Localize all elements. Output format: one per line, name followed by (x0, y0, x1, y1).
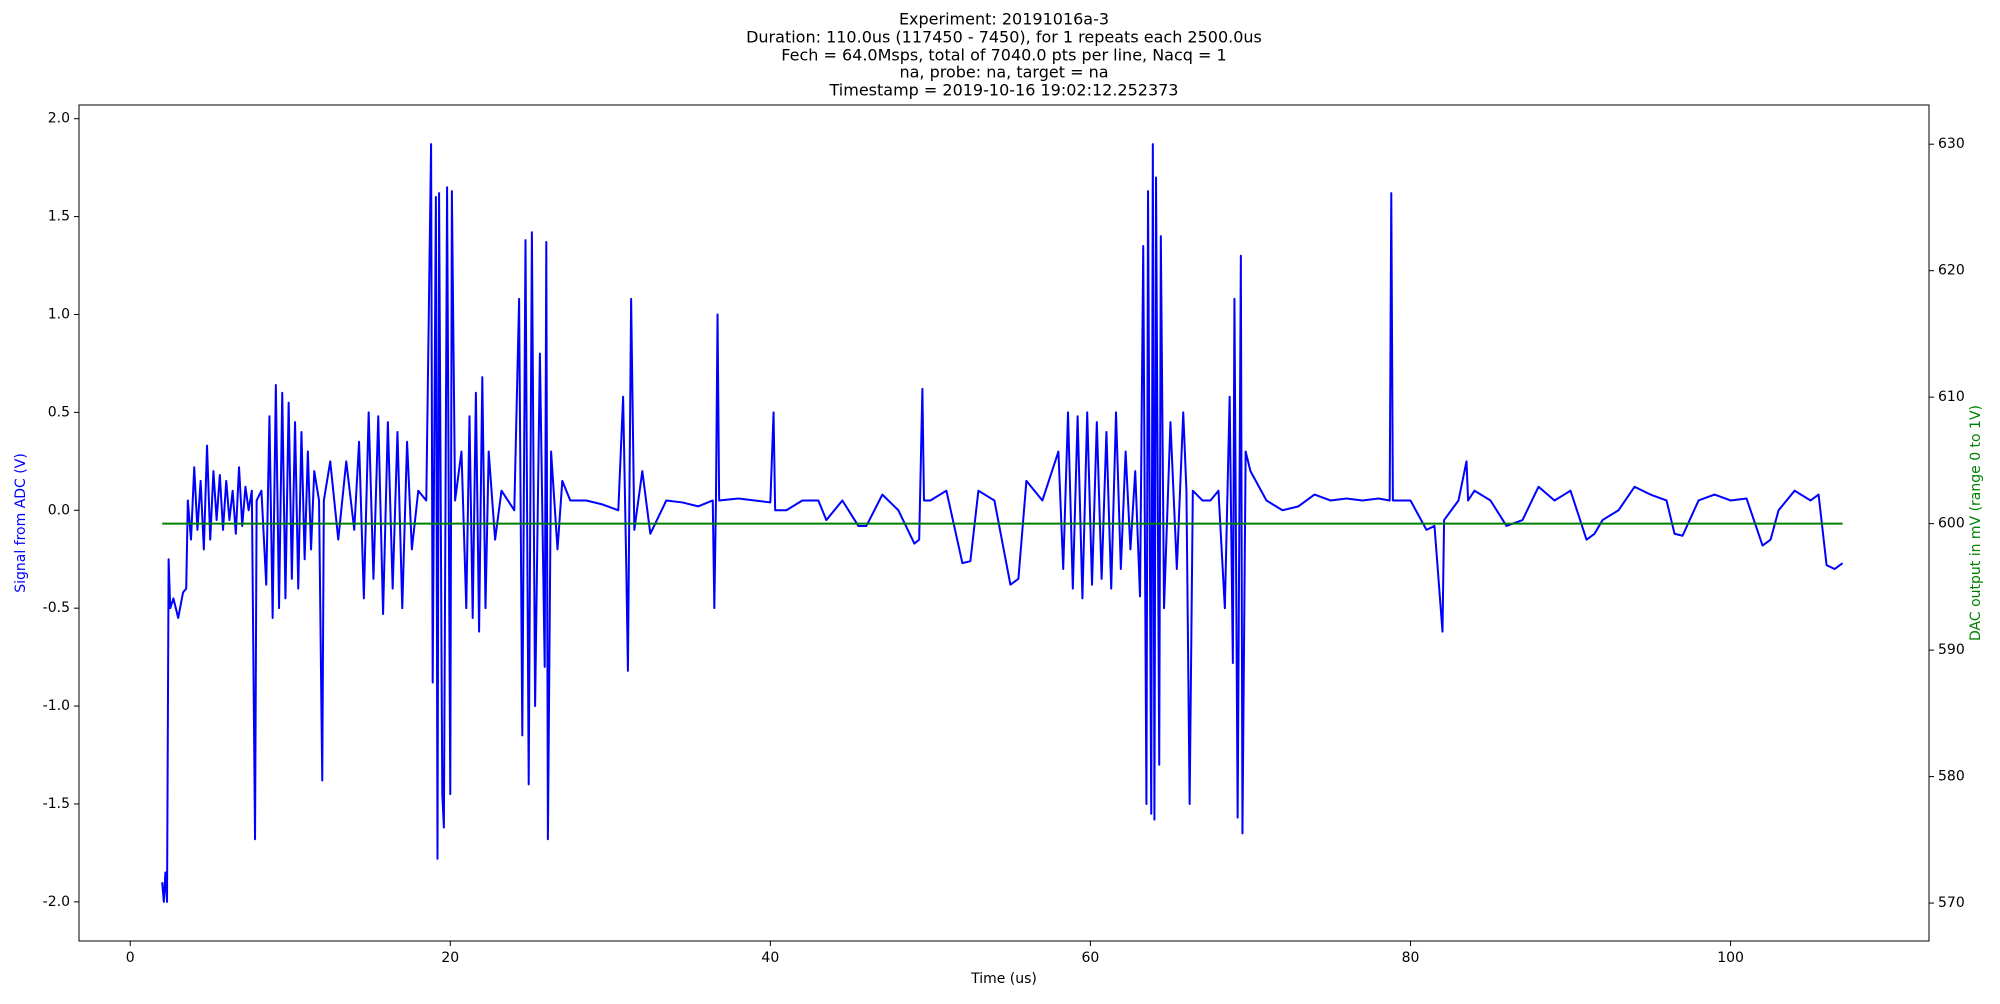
title-line: Timestamp = 2019-10-16 19:02:12.252373 (829, 81, 1179, 100)
title-line: Experiment: 20191016a-3 (899, 10, 1109, 29)
y2-tick-label: 590 (1938, 642, 1965, 658)
y2-tick-label: 630 (1938, 136, 1965, 152)
y-tick-label: -0.5 (43, 600, 70, 616)
y2-tick-label: 580 (1938, 769, 1965, 785)
title-line: Fech = 64.0Msps, total of 7040.0 pts per… (781, 46, 1226, 65)
y-tick-label: 2.0 (48, 111, 70, 127)
y-tick-label: 1.0 (48, 306, 70, 322)
y-axis-label: Signal from ADC (V) (13, 453, 29, 593)
y2-tick-label: 600 (1938, 516, 1965, 532)
x-tick-label: 60 (1082, 950, 1100, 966)
x-tick-label: 80 (1402, 950, 1420, 966)
y-tick-label: 0.0 (48, 502, 70, 518)
y-tick-label: -2.0 (43, 894, 70, 910)
data-line (161, 143, 1844, 903)
y-tick-label: -1.5 (43, 796, 70, 812)
x-tick-label: 40 (761, 950, 779, 966)
x-tick-label: 0 (126, 950, 135, 966)
y-tick-label: -1.0 (43, 698, 70, 714)
x-axis-label: Time (us) (970, 971, 1037, 987)
y-tick-label: 0.5 (48, 404, 70, 420)
x-tick-label: 100 (1717, 950, 1744, 966)
title-line: Duration: 110.0us (117450 - 7450), for 1… (746, 28, 1262, 47)
y2-tick-label: 570 (1938, 895, 1965, 911)
y-tick-label: 1.5 (48, 209, 70, 225)
x-tick-label: 20 (441, 950, 459, 966)
y2-tick-label: 620 (1938, 263, 1965, 279)
plot-frame (78, 104, 1930, 942)
title-line: na, probe: na, target = na (899, 63, 1108, 82)
y2-tick-label: 610 (1938, 389, 1965, 405)
y2-axis-label: DAC output in mV (range 0 to 1V) (1968, 405, 1984, 641)
